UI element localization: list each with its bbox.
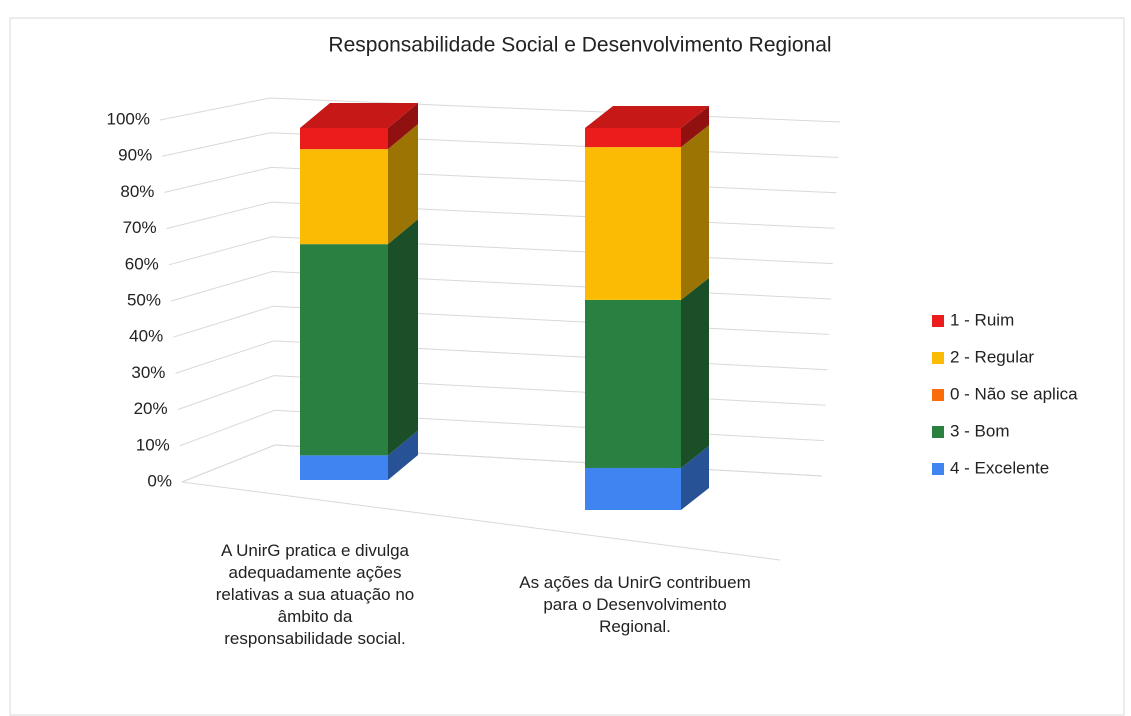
legend-label: 1 - Ruim [950,310,1014,329]
y-tick-label: 20% [134,399,168,418]
bar-side [681,125,709,300]
legend-label: 2 - Regular [950,347,1034,366]
bar-segment [300,128,388,150]
y-tick-label: 40% [129,327,163,346]
legend-swatch [932,389,944,401]
y-tick-label: 60% [125,254,159,273]
y-tick-label: 50% [127,290,161,309]
legend-label: 0 - Não se aplica [950,384,1078,403]
bar-side [388,219,418,456]
bar-top [585,106,709,128]
bar-side [388,103,418,150]
bar-segment [585,299,681,468]
legend-label: 3 - Bom [950,421,1010,440]
chart-title: Responsabilidade Social e Desenvolviment… [328,34,831,57]
legend-label: 4 - Excelente [950,458,1049,477]
floor-edge [181,481,781,561]
y-tick-label: 70% [123,218,157,237]
bar-segment [300,149,388,245]
bar-side [388,124,418,245]
bar-side [681,277,709,468]
legend-swatch [932,426,944,438]
y-tick-label: 100% [107,109,150,128]
y-tick-label: 80% [120,182,154,201]
bar-side [388,430,418,480]
bar-top [300,103,418,128]
bar-segment [585,128,681,148]
legend-swatch [932,315,944,327]
bar-segment [585,147,681,300]
y-tick-label: 0% [147,471,172,490]
y-tick-label: 30% [131,363,165,382]
bar-segment [300,455,388,480]
bar-segment [300,244,388,456]
y-tick-label: 90% [118,146,152,165]
bar-side [681,445,709,510]
x-tick-label: A UnirG pratica e divulga adequadamente … [215,541,415,648]
legend-swatch [932,352,944,364]
x-tick-label: As ações da UnirG contribuem para o Dese… [519,573,751,636]
y-tick-label: 10% [136,435,170,454]
legend-swatch [932,463,944,475]
bar-segment [585,467,681,510]
bar-side [681,106,709,148]
